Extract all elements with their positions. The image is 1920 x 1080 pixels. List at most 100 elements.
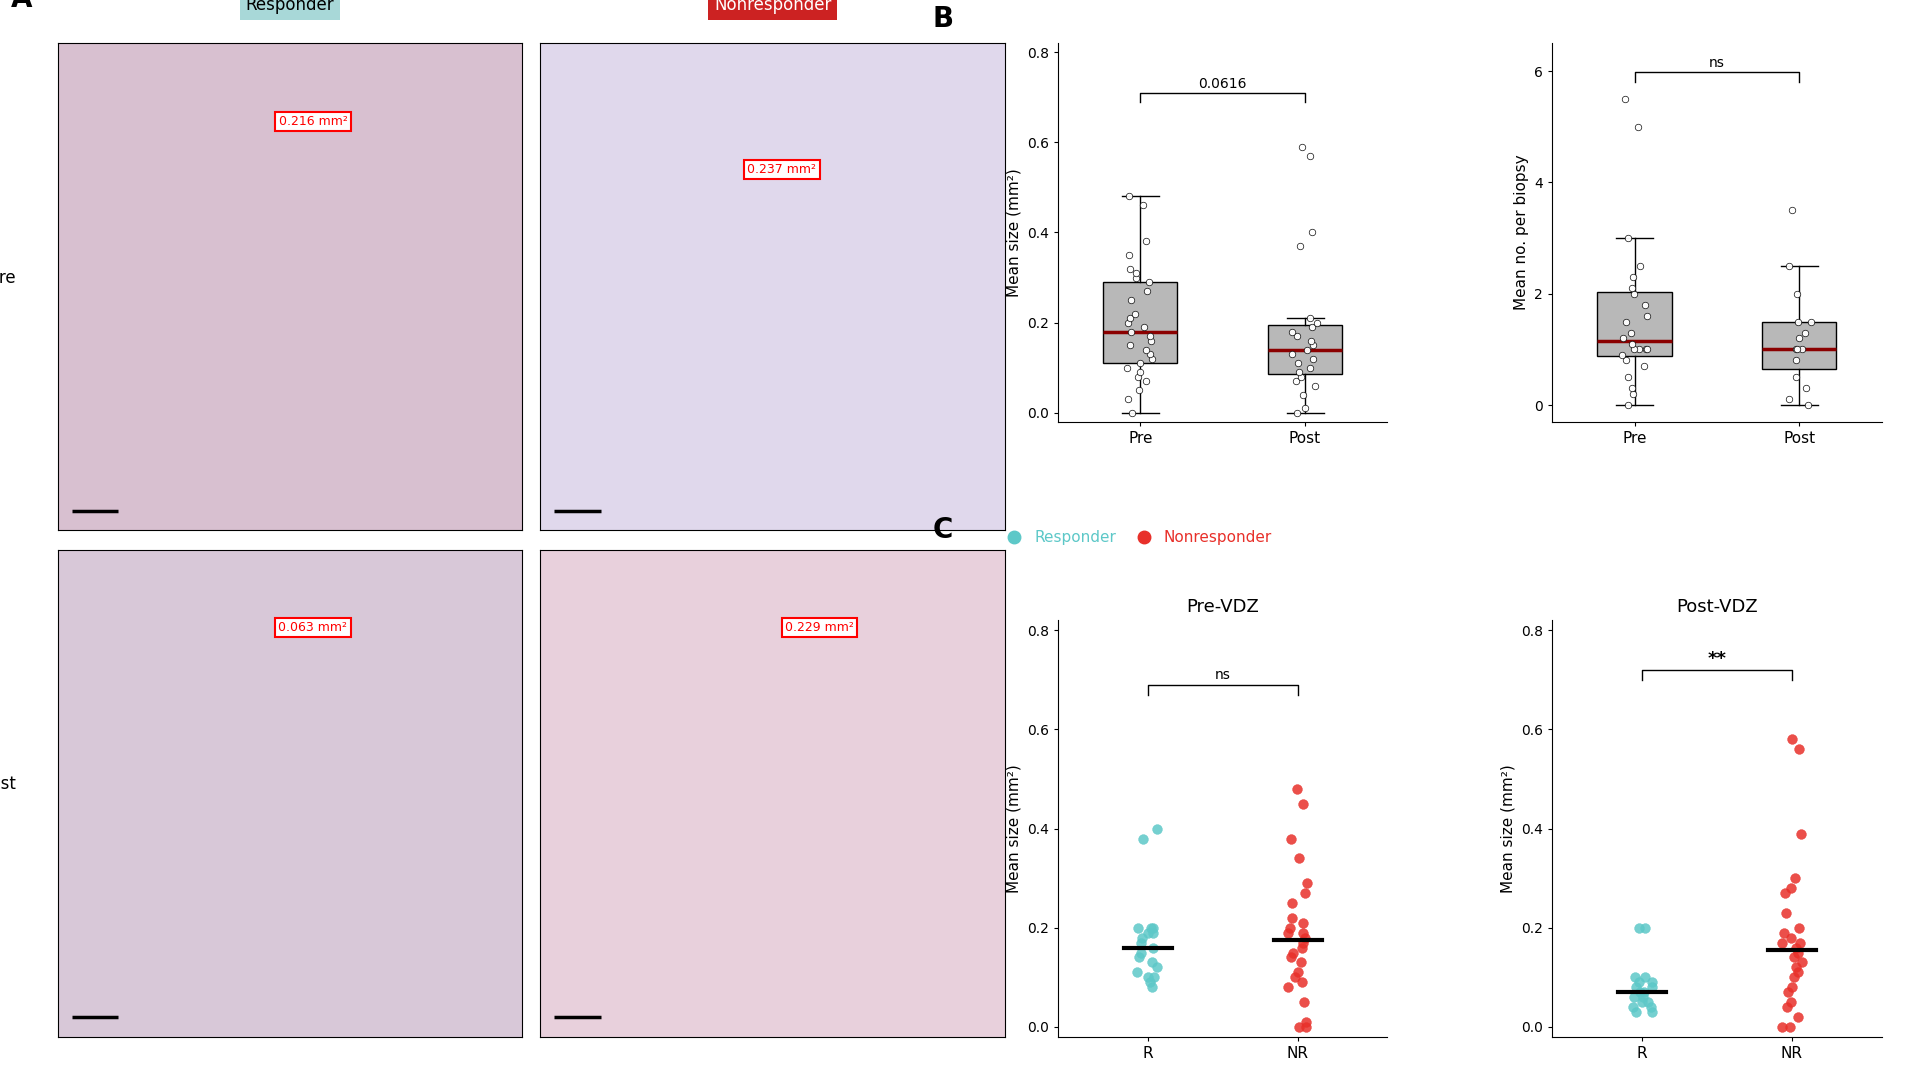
Point [1784, 329, 1814, 347]
Point [1780, 959, 1811, 976]
Text: Nonresponder: Nonresponder [714, 0, 831, 14]
Point [1284, 368, 1315, 386]
Legend: Responder, Nonresponder: Responder, Nonresponder [993, 524, 1279, 551]
Point [1296, 224, 1327, 241]
Point [1275, 949, 1306, 967]
Point [1290, 929, 1321, 946]
Point [1275, 919, 1306, 936]
Point [1123, 919, 1154, 936]
Point [1283, 850, 1313, 867]
Point [1127, 197, 1158, 214]
Point [1636, 998, 1667, 1015]
Point [1114, 246, 1144, 264]
Point [1774, 257, 1805, 274]
Point [1112, 359, 1142, 376]
Point [1624, 919, 1655, 936]
Point [1279, 969, 1309, 986]
Point [1116, 310, 1146, 327]
Point [1788, 340, 1818, 357]
Point [1273, 924, 1304, 942]
Point [1286, 939, 1317, 956]
Point [1620, 1003, 1651, 1021]
Point [1290, 1013, 1321, 1030]
Point [1617, 280, 1647, 297]
Point [1772, 984, 1803, 1001]
Point [1630, 919, 1661, 936]
Point [1139, 924, 1169, 942]
Point [1277, 894, 1308, 912]
Point [1123, 381, 1154, 399]
Point [1281, 373, 1311, 390]
Title: Pre-VDZ: Pre-VDZ [1187, 598, 1260, 616]
Point [1778, 949, 1809, 967]
Point [1617, 335, 1647, 352]
Point [1774, 1018, 1805, 1036]
Point [1296, 319, 1327, 336]
Point [1133, 273, 1164, 291]
Point [1776, 929, 1807, 946]
Point [1286, 974, 1317, 991]
Point [1281, 327, 1311, 345]
Point [1795, 313, 1826, 330]
Text: ns: ns [1215, 669, 1231, 683]
Point [1288, 386, 1319, 403]
Point [1125, 354, 1156, 372]
Point [1624, 340, 1655, 357]
Point [1609, 329, 1640, 347]
Point [1277, 346, 1308, 363]
Point [1786, 954, 1816, 971]
Point [1638, 1003, 1668, 1021]
Point [1619, 386, 1649, 403]
Y-axis label: Mean size (mm²): Mean size (mm²) [1006, 765, 1021, 893]
Point [1123, 949, 1154, 967]
Point [1626, 994, 1657, 1011]
PathPatch shape [1597, 293, 1672, 356]
Point [1607, 347, 1638, 364]
Point [1628, 988, 1659, 1005]
Point [1137, 978, 1167, 996]
Point [1782, 340, 1812, 357]
Point [1114, 188, 1144, 205]
Point [1139, 969, 1169, 986]
Point [1609, 91, 1640, 108]
Point [1283, 354, 1313, 372]
Y-axis label: Mean size (mm²): Mean size (mm²) [1006, 168, 1021, 297]
Point [1782, 963, 1812, 981]
Point [1127, 934, 1158, 951]
Point [1135, 327, 1165, 345]
Point [1298, 337, 1329, 354]
Point [1133, 969, 1164, 986]
Point [1296, 332, 1327, 349]
Point [1613, 368, 1644, 386]
Point [1294, 310, 1325, 327]
Point [1776, 202, 1807, 219]
Point [1131, 282, 1162, 299]
Point [1131, 233, 1162, 251]
Point [1292, 341, 1323, 359]
Point [1283, 404, 1313, 421]
Point [1632, 308, 1663, 325]
Point [1142, 959, 1173, 976]
Point [1140, 820, 1171, 837]
Point [1129, 319, 1160, 336]
Point [1116, 337, 1146, 354]
Point [1283, 781, 1313, 798]
Point [1780, 869, 1811, 887]
Point [1288, 934, 1319, 951]
Point [1294, 147, 1325, 164]
Point [1780, 368, 1811, 386]
Point [1300, 377, 1331, 394]
Point [1793, 396, 1824, 414]
Point [1133, 924, 1164, 942]
Point [1286, 954, 1317, 971]
Point [1632, 994, 1663, 1011]
Point [1116, 260, 1146, 278]
Point [1768, 924, 1799, 942]
Point [1630, 969, 1661, 986]
Point [1630, 296, 1661, 313]
Point [1766, 934, 1797, 951]
Point [1611, 313, 1642, 330]
Point [1288, 400, 1319, 417]
Point [1284, 364, 1315, 381]
Point [1613, 229, 1644, 246]
